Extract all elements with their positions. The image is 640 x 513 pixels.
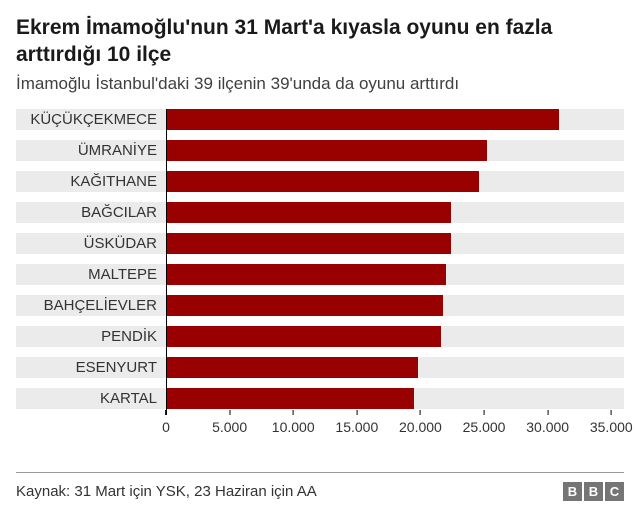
page-subtitle: İmamoğlu İstanbul'daki 39 ilçenin 39'und… xyxy=(16,73,460,93)
category-label: KÜÇÜKÇEKMECE xyxy=(16,108,166,130)
bar-row: MALTEPE xyxy=(16,263,624,285)
x-tick: 0 xyxy=(162,409,170,435)
category-label: MALTEPE xyxy=(16,263,166,285)
page-title: Ekrem İmamoğlu'nun 31 Mart'a kıyasla oyu… xyxy=(16,16,553,67)
bar xyxy=(166,201,451,223)
source-text: Kaynak: 31 Mart için YSK, 23 Haziran içi… xyxy=(16,483,317,500)
x-tick: 35.000 xyxy=(589,409,633,435)
bar-row: KARTAL xyxy=(16,387,624,409)
x-tick-label: 15.000 xyxy=(335,418,379,435)
bar-row: PENDİK xyxy=(16,325,624,347)
category-label: BAHÇELİEVLER xyxy=(16,294,166,316)
tick-mark xyxy=(165,409,167,415)
tick-mark xyxy=(229,409,231,415)
tick-mark xyxy=(356,409,358,415)
category-label: BAĞCILAR xyxy=(16,201,166,223)
bar-track xyxy=(166,201,624,223)
x-tick-label: 10.000 xyxy=(271,418,315,435)
x-tick-label: 0 xyxy=(162,418,170,435)
tick-mark xyxy=(547,409,549,415)
bar-rows: KÜÇÜKÇEKMECE ÜMRANİYE KAĞITHANE BAĞCILAR ÜSK… xyxy=(16,108,624,409)
bar xyxy=(166,325,441,347)
x-tick-label: 35.000 xyxy=(589,418,633,435)
category-label: PENDİK xyxy=(16,325,166,347)
category-label: KAĞITHANE xyxy=(16,170,166,192)
x-tick-label: 5.000 xyxy=(212,418,248,435)
x-tick: 30.000 xyxy=(526,409,570,435)
tick-mark xyxy=(610,409,612,415)
bar-row: KÜÇÜKÇEKMECE xyxy=(16,108,624,130)
bar-track xyxy=(166,108,624,130)
bar xyxy=(166,108,560,130)
x-axis: 0 5.000 10.000 15.000 20.000 25.000 30.000 35.0… xyxy=(162,409,633,440)
bar-track xyxy=(166,356,624,378)
tick-mark xyxy=(483,409,485,415)
category-label: ÜSKÜDAR xyxy=(16,232,166,254)
bar-track xyxy=(166,387,624,409)
x-tick-label: 25.000 xyxy=(462,418,506,435)
bar-track xyxy=(166,325,624,347)
x-tick: 25.000 xyxy=(462,409,506,435)
bar-track xyxy=(166,232,624,254)
tick-mark xyxy=(292,409,294,415)
bar-row: ESENYURT xyxy=(16,356,624,378)
bar xyxy=(166,387,415,409)
bar-row: KAĞITHANE xyxy=(16,170,624,192)
bar-track xyxy=(166,139,624,161)
bar xyxy=(166,170,479,192)
category-label: KARTAL xyxy=(16,387,166,409)
bar-row: BAHÇELİEVLER xyxy=(16,294,624,316)
bar-row: ÜSKÜDAR xyxy=(16,232,624,254)
bbc-logo-block: B xyxy=(563,482,582,501)
bbc-logo-block: C xyxy=(605,482,624,501)
bar-track xyxy=(166,294,624,316)
x-tick: 15.000 xyxy=(335,409,379,435)
x-tick: 20.000 xyxy=(399,409,442,435)
x-tick: 5.000 xyxy=(212,409,248,435)
category-label: ESENYURT xyxy=(16,356,166,378)
x-tick: 10.000 xyxy=(271,409,315,435)
tick-mark xyxy=(419,409,421,415)
bar-row: ÜMRANİYE xyxy=(16,139,624,161)
category-label: ÜMRANİYE xyxy=(16,139,166,161)
footer: Kaynak: 31 Mart için YSK, 23 Haziran içi… xyxy=(16,472,624,501)
bar xyxy=(166,356,418,378)
zero-axis-line xyxy=(166,108,167,415)
bar xyxy=(166,232,451,254)
bar xyxy=(166,139,487,161)
bar xyxy=(166,294,444,316)
bar-track xyxy=(166,263,624,285)
bar xyxy=(166,263,446,285)
x-tick-label: 30.000 xyxy=(526,418,570,435)
x-tick-label: 20.000 xyxy=(399,418,442,435)
bbc-logo-block: B xyxy=(584,482,603,501)
bar-track xyxy=(166,170,624,192)
bar-chart: KÜÇÜKÇEKMECE ÜMRANİYE KAĞITHANE BAĞCILAR ÜSK… xyxy=(16,108,633,440)
bar-row: BAĞCILAR xyxy=(16,201,624,223)
